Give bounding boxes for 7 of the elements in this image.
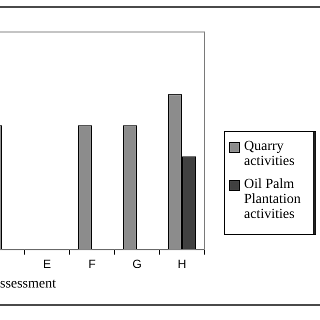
x-tick-label: E (42, 257, 52, 272)
x-tick-label: F (88, 257, 96, 272)
x-tick-label: H (178, 257, 186, 272)
x-axis-title: ssessment (0, 276, 56, 292)
legend-label: Quarry activities (244, 139, 296, 169)
x-tick-label: G (132, 257, 142, 272)
legend-label: Oil Palm Plantation activities (244, 177, 302, 222)
